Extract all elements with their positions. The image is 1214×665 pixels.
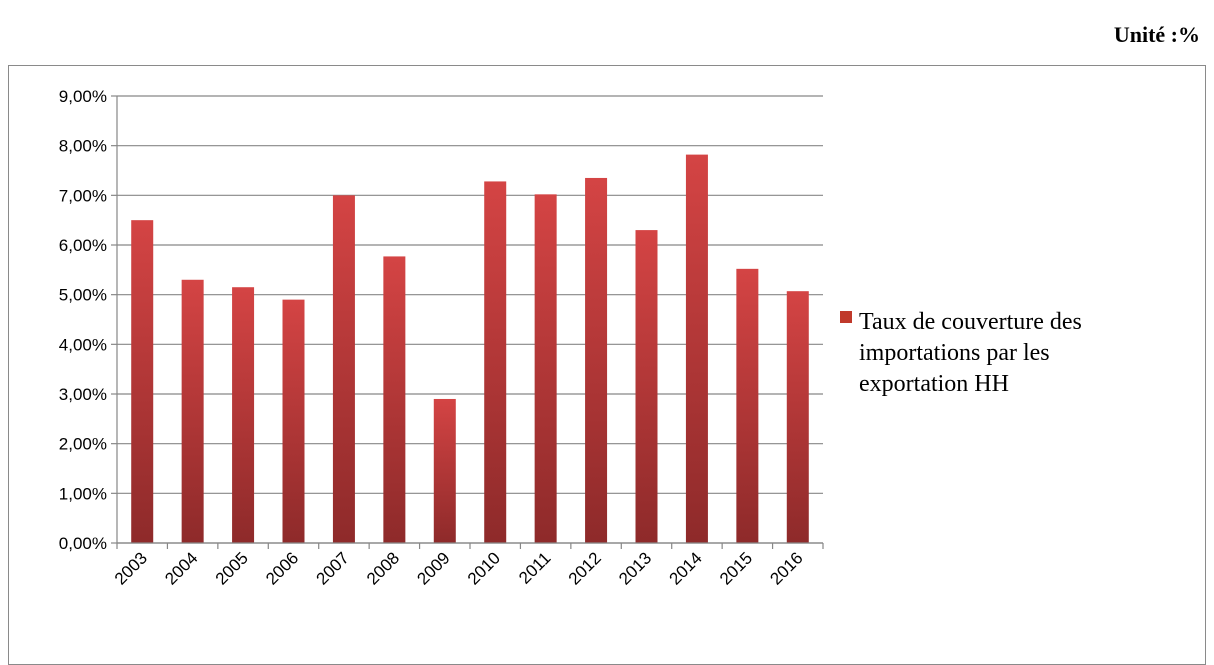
y-tick-label: 7,00% <box>59 186 107 205</box>
legend: Taux de couverture des importations par l… <box>840 309 1082 397</box>
x-tick-label: 2005 <box>212 548 252 588</box>
x-tick-label: 2007 <box>313 548 353 588</box>
bar-chart: 0,00% 1,00% 2,00% 3,00% 4,00% 5,00% 6,00% 7,00%… <box>59 87 1082 589</box>
x-tick-label: 2003 <box>111 548 151 588</box>
bar-2007 <box>332 195 355 544</box>
y-tick-label: 5,00% <box>59 286 107 305</box>
bar-2004 <box>181 279 204 543</box>
bar-2005 <box>232 287 255 543</box>
legend-label: importations par les <box>859 340 1050 366</box>
legend-swatch <box>840 311 852 323</box>
bar-2015 <box>736 268 759 543</box>
bar-2006 <box>282 299 305 543</box>
bar-2012 <box>585 177 608 543</box>
x-tick-label: 2012 <box>565 548 605 588</box>
y-tick-label: 4,00% <box>59 335 107 354</box>
legend-label: exportation HH <box>859 371 1009 397</box>
bar-2013 <box>635 230 658 543</box>
x-tick-label: 2004 <box>161 548 201 588</box>
bar-2014 <box>685 154 708 543</box>
bar-2016 <box>786 291 809 543</box>
y-tick-label: 1,00% <box>59 484 107 503</box>
x-tick-label: 2016 <box>766 548 806 588</box>
bar-2003 <box>131 220 154 543</box>
x-tick-label: 2014 <box>666 548 706 588</box>
unit-label: Unité :% <box>1113 22 1200 47</box>
y-tick-label: 0,00% <box>59 534 107 553</box>
bar-2011 <box>534 194 557 543</box>
bar-2008 <box>383 256 406 543</box>
x-tick-label: 2009 <box>413 548 453 588</box>
bar-2009 <box>433 398 456 543</box>
x-tick-label: 2013 <box>615 548 655 588</box>
x-tick-label: 2008 <box>363 548 403 588</box>
y-tick-label: 6,00% <box>59 236 107 255</box>
x-tick-label: 2006 <box>262 548 302 588</box>
x-tick-label: 2010 <box>464 548 504 588</box>
x-tick-label: 2011 <box>515 548 554 587</box>
y-tick-label: 3,00% <box>59 385 107 404</box>
legend-label: Taux de couverture des <box>859 309 1082 335</box>
grid-layer <box>117 95 823 544</box>
y-tick-label: 9,00% <box>59 87 107 106</box>
bar-layer <box>131 154 809 544</box>
y-tick-label: 8,00% <box>59 137 107 156</box>
bar-2010 <box>484 181 507 543</box>
y-tick-label: 2,00% <box>59 435 107 454</box>
x-tick-label: 2015 <box>716 548 756 588</box>
